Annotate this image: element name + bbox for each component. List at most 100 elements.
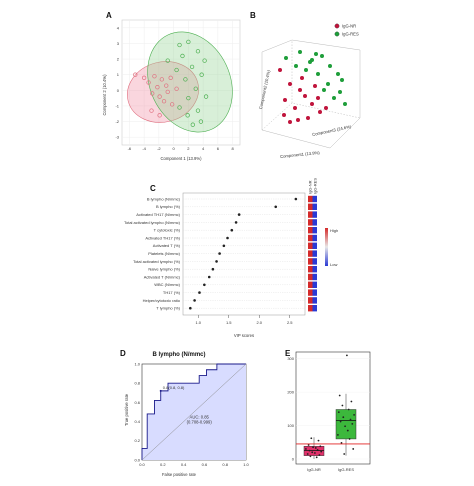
panel-d-ylabel: True positive rate — [124, 393, 129, 426]
x-tick-label: -4 — [142, 146, 146, 151]
point-igg-res — [174, 67, 179, 73]
y-tick-label: 0.2 — [134, 438, 140, 443]
point-igg-nr — [306, 116, 310, 120]
point-igg-nr — [307, 444, 310, 446]
point-igg-res — [343, 453, 346, 455]
heat-color-scale — [325, 228, 328, 266]
legend-label-igg-res: IgG-RES — [342, 32, 359, 37]
point-igg-nr — [309, 455, 312, 458]
y-tick-label: 0.8 — [134, 381, 140, 386]
panel-d-title: B lympho (N/mmc) — [152, 352, 205, 358]
point-igg-nr — [318, 454, 321, 456]
vip-label: Activated T (N/mmc) — [144, 274, 181, 279]
point-igg-nr — [168, 75, 173, 80]
point-igg-res — [337, 411, 340, 414]
point-igg-nr — [169, 102, 175, 107]
point-igg-nr — [305, 448, 307, 450]
point-igg-nr — [312, 446, 314, 449]
point-igg-res — [338, 394, 341, 397]
vip-point — [294, 197, 298, 201]
point-igg-res — [199, 72, 204, 77]
point-igg-res — [337, 434, 339, 436]
y-tick-label: 300 — [287, 356, 294, 361]
point-igg-nr — [303, 94, 307, 98]
point-igg-res — [186, 39, 191, 45]
panel-b-xlabel: Component1 (13.9%) — [280, 150, 321, 159]
point-igg-res — [183, 77, 188, 82]
point-igg-res — [328, 64, 332, 68]
x-tick-label: 1.5 — [226, 320, 232, 325]
point-igg-res — [352, 448, 355, 450]
panel-c-plot-area — [182, 192, 306, 316]
point-igg-res — [349, 418, 352, 421]
panel-e: E 0 100 200 300 IgG-NR IgG-RES — [285, 349, 371, 472]
x-tick-label: 8 — [232, 146, 235, 151]
point-igg-res — [348, 438, 351, 440]
y-tick-label: 2 — [117, 57, 120, 62]
point-igg-res — [322, 88, 326, 92]
vip-point — [226, 236, 229, 240]
point-igg-nr — [317, 439, 320, 442]
heat-cell-igg-res — [312, 297, 317, 304]
point-igg-nr — [318, 110, 322, 114]
heat-cell-igg-nr — [308, 250, 313, 257]
point-igg-res — [353, 413, 355, 416]
panel-d: D B lympho (N/mmc) 0.00.0 0.2 0.2 0.4 0.4 0.6… — [120, 349, 250, 477]
point-igg-nr — [308, 449, 311, 452]
point-igg-nr — [161, 99, 167, 104]
point-igg-res — [340, 78, 344, 82]
heat-cell-igg-res — [312, 227, 317, 234]
y-tick-label: 3 — [117, 41, 120, 46]
point-igg-res — [203, 94, 209, 99]
y-tick-label: 0 — [117, 88, 120, 93]
vip-point — [274, 205, 278, 209]
panel-c-rows: B lympho (N/mmc) B lympho (%) Activated TH… — [124, 195, 317, 312]
heat-cell-igg-nr — [308, 305, 313, 312]
point-igg-nr — [306, 453, 309, 455]
point-igg-nr — [152, 74, 157, 79]
heat-cell-igg-res — [312, 273, 317, 281]
point-igg-nr — [164, 83, 169, 88]
x-tick-label: 0.4 — [181, 462, 187, 467]
point-igg-nr — [282, 113, 286, 117]
roc-ci-text: (0.708-0.999) — [187, 420, 213, 425]
point-igg-res — [343, 102, 347, 106]
point-igg-nr — [319, 445, 322, 448]
vip-point — [218, 252, 221, 255]
point-igg-res — [342, 416, 345, 419]
x-tick-label: -2 — [157, 146, 161, 151]
vip-point — [222, 244, 226, 248]
point-igg-res — [165, 58, 170, 63]
heat-cell-igg-res — [312, 242, 317, 249]
panel-c-letter: C — [150, 184, 156, 193]
heat-cell-igg-nr — [308, 195, 313, 203]
vip-label: Total activated lympho (N/mmc) — [124, 220, 181, 225]
y-tick-label: 0 — [292, 456, 295, 461]
point-igg-nr — [157, 113, 162, 118]
point-igg-nr — [296, 118, 300, 122]
x-tick-label: 0.6 — [202, 462, 208, 467]
point-igg-res — [195, 108, 201, 113]
point-igg-nr — [283, 98, 287, 102]
heat-cell-igg-res — [312, 234, 317, 242]
point-igg-nr — [141, 75, 147, 80]
point-igg-res — [195, 49, 201, 54]
vip-label: Total activated lympho (%) — [133, 259, 181, 264]
vip-point — [203, 283, 206, 287]
point-igg-res — [177, 105, 182, 110]
panel-c-x-ticks: 1.0 1.5 2.0 2.5 — [195, 315, 293, 325]
panel-c-xlabel: VIP scores — [234, 333, 254, 338]
vip-point — [198, 291, 201, 294]
point-igg-res — [316, 72, 320, 76]
heat-cell-igg-nr — [308, 227, 313, 234]
x-tick-label: 1.0 — [243, 462, 249, 467]
point-igg-nr — [320, 450, 323, 453]
y-tick-label: -3 — [115, 135, 119, 140]
panel-b-legend: IgG-NR IgG-RES — [334, 24, 359, 37]
x-tick-label: -6 — [128, 146, 132, 151]
point-igg-res — [340, 442, 343, 444]
vip-label: TH17 (%) — [163, 290, 181, 295]
point-igg-res — [180, 53, 185, 59]
point-igg-res — [320, 54, 324, 58]
